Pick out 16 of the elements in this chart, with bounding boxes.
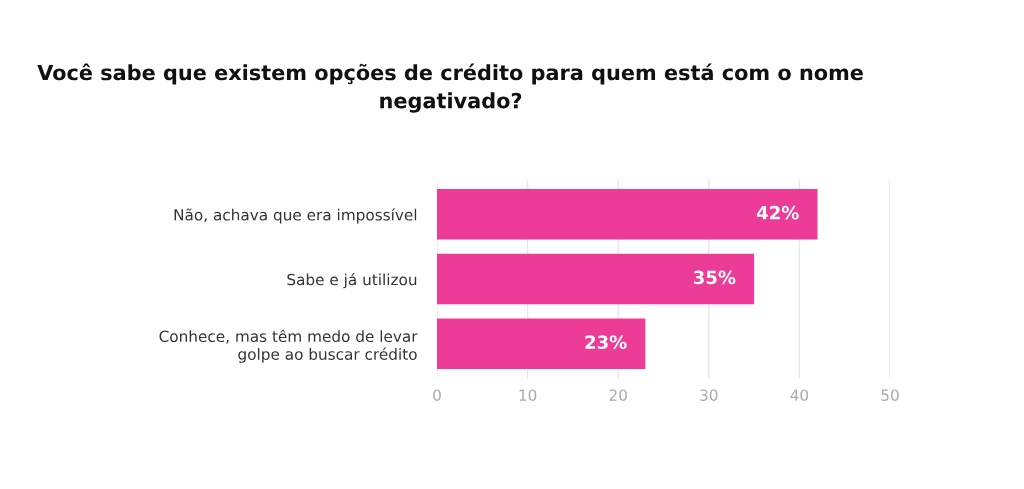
x-tick-label: 0 bbox=[433, 389, 441, 401]
y-tick-label: Sabe e já utilizou bbox=[287, 272, 417, 289]
y-tick-label: Conhece, mas têm medo de levar golpe ao buscar crédito bbox=[159, 329, 418, 363]
data-label: 23% bbox=[585, 335, 627, 349]
x-tick-label: 10 bbox=[519, 389, 537, 401]
data-label: 42% bbox=[756, 205, 799, 220]
x-tick-label: 20 bbox=[609, 389, 627, 401]
x-tick-label: 40 bbox=[790, 389, 809, 401]
bar bbox=[437, 189, 818, 240]
bar bbox=[437, 318, 646, 369]
data-label: 35% bbox=[693, 270, 736, 285]
x-tick-label: 50 bbox=[881, 389, 899, 401]
chart-title: Você sabe que existem opções de crédito para quem está com o nome negativado? bbox=[37, 63, 863, 113]
bar bbox=[437, 253, 755, 305]
y-tick-label: Não, achava que era impossível bbox=[174, 208, 417, 224]
x-tick-label: 30 bbox=[700, 389, 718, 401]
